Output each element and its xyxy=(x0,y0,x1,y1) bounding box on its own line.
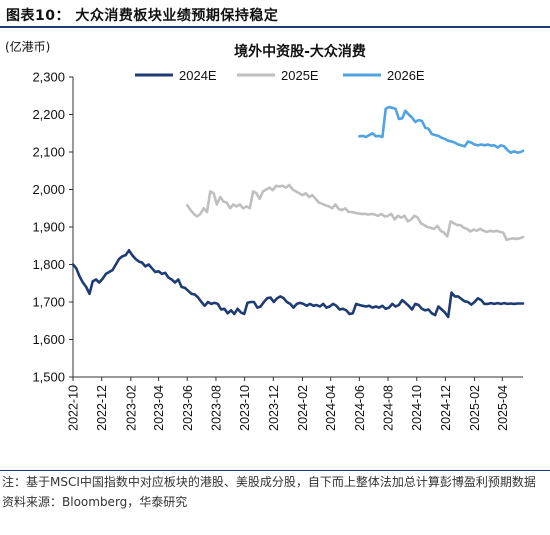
x-tick-label: 2023-12 xyxy=(267,385,281,431)
y-tick-label: 1,900 xyxy=(32,220,65,235)
figure-title: 图表10： 大众消费板块业绩预期保持稳定 xyxy=(6,8,279,24)
footnote: 注：基于MSCI中国指数中对应板块的港股、美股成分股，自下而上整体法加总计算彭博… xyxy=(2,475,536,489)
x-tick-label: 2023-10 xyxy=(238,385,252,431)
x-tick-label: 2025-04 xyxy=(496,385,510,431)
y-tick-label: 1,800 xyxy=(32,257,65,272)
x-tick-label: 2023-02 xyxy=(124,385,138,431)
figure-header: 图表10： 大众消费板块业绩预期保持稳定 xyxy=(0,0,550,28)
x-tick-label: 2024-04 xyxy=(324,385,338,431)
legend-label-2024E: 2024E xyxy=(179,68,217,83)
y-tick-label: 2,000 xyxy=(32,182,65,197)
series-line-2025E xyxy=(186,183,525,242)
x-tick-label: 2024-06 xyxy=(353,385,367,431)
y-tick-label: 2,100 xyxy=(32,145,65,160)
x-tick-label: 2024-12 xyxy=(439,385,453,431)
x-tick-label: 2024-02 xyxy=(296,385,310,431)
x-tick-label: 2023-04 xyxy=(152,385,166,431)
y-tick-label: 2,200 xyxy=(32,107,65,122)
x-tick-label: 2024-10 xyxy=(410,385,424,431)
legend-label-2026E: 2026E xyxy=(387,68,425,83)
y-tick-label: 1,600 xyxy=(32,332,65,347)
y-tick-label: 1,500 xyxy=(32,370,65,385)
notes-area: 注：基于MSCI中国指数中对应板块的港股、美股成分股，自下而上整体法加总计算彭博… xyxy=(0,470,550,535)
legend: 2024E 2025E 2026E xyxy=(135,68,425,83)
axes xyxy=(72,77,523,378)
series-line-2026E xyxy=(358,105,525,154)
x-axis: 2022-10 2022-12 2023-02 2023-04 2023-06 2023-… xyxy=(67,377,510,431)
legend-label-2025E: 2025E xyxy=(281,68,319,83)
x-tick-label: 2024-08 xyxy=(382,385,396,431)
series-line-2024E xyxy=(71,249,525,319)
x-tick-label: 2023-06 xyxy=(181,385,195,431)
y-tick-label: 1,700 xyxy=(32,295,65,310)
series-lines xyxy=(71,105,525,319)
line-chart: (亿港币) 境外中资股-大众消费 2024E 2025E 2026E 1,5001,… xyxy=(5,39,525,431)
x-tick-label: 2022-12 xyxy=(95,385,109,431)
y-tick-label: 2,300 xyxy=(32,70,65,85)
y-unit-label: (亿港币) xyxy=(5,39,50,54)
source-line: 资料来源：Bloomberg，华泰研究 xyxy=(2,495,188,509)
x-tick-label: 2022-10 xyxy=(67,385,81,431)
chart-title: 境外中资股-大众消费 xyxy=(234,43,366,60)
x-tick-label: 2023-08 xyxy=(209,385,223,431)
x-tick-label: 2025-02 xyxy=(468,385,482,431)
y-axis: 1,500 1,600 1,700 1,800 1,900 2,000 2,100 2,200… xyxy=(32,70,73,385)
